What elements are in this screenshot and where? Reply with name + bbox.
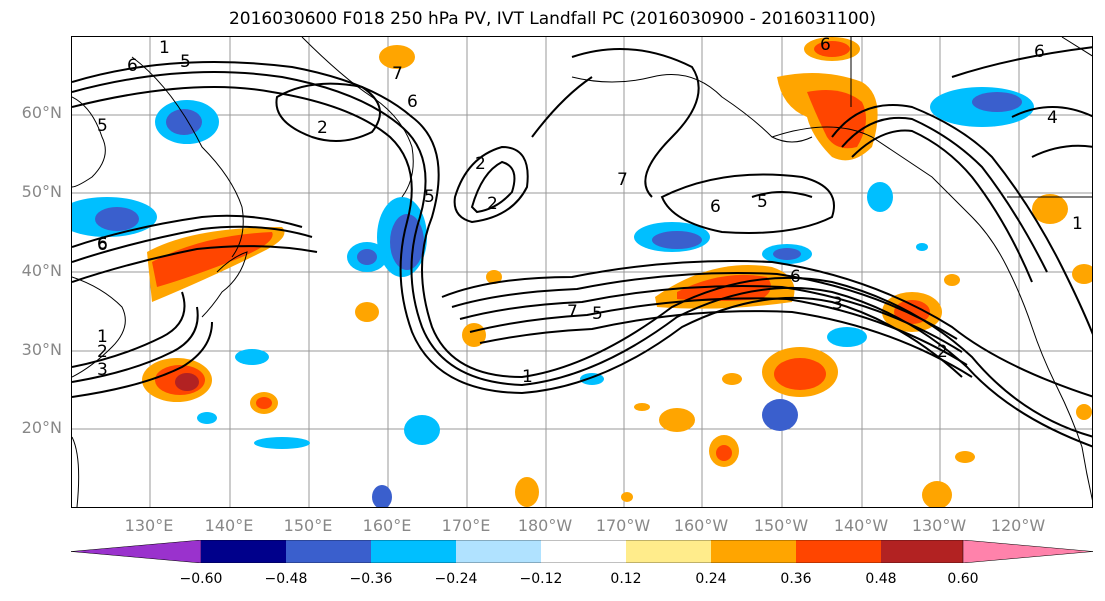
contour-label: 2 bbox=[475, 154, 486, 174]
lon-label: 140°E bbox=[204, 516, 254, 535]
lon-label: 160°W bbox=[673, 516, 729, 535]
contour-label: 6 bbox=[790, 267, 801, 287]
contour-label: 5 bbox=[592, 304, 603, 324]
colorbar-tick: 0.48 bbox=[865, 571, 897, 587]
colorbar-tick: 0.24 bbox=[695, 571, 727, 587]
lon-label: 170°W bbox=[595, 516, 651, 535]
colorbar-tick: −0.12 bbox=[519, 571, 563, 587]
lon-label: 170°E bbox=[441, 516, 491, 535]
contour-label: 5 bbox=[757, 192, 768, 212]
contour-label: 1 bbox=[159, 38, 170, 58]
contour-label: 1 bbox=[1072, 214, 1083, 234]
lat-label: 50°N bbox=[21, 182, 62, 201]
colorbar-tick: −0.36 bbox=[349, 571, 393, 587]
colorbar-tick: −0.24 bbox=[434, 571, 478, 587]
map-svg: 1 6 5 5 6 2 3 1 2 7 6 2 2 7 6 5 6 5 7 5 … bbox=[72, 37, 1092, 507]
colorbar-tick: 0.60 bbox=[947, 571, 979, 587]
pv-contours bbox=[72, 46, 1092, 448]
lon-label: 150°W bbox=[753, 516, 809, 535]
colorbar-tick: 0.12 bbox=[610, 571, 642, 587]
map-title: 2016030600 F018 250 hPa PV, IVT Landfall… bbox=[228, 9, 876, 29]
contour-label: 4 bbox=[1047, 108, 1058, 128]
contour-label: 2 bbox=[937, 342, 948, 362]
colorbar-tick: −0.48 bbox=[264, 571, 308, 587]
contour-label: 1 bbox=[97, 327, 108, 347]
lon-label: 180°W bbox=[517, 516, 573, 535]
colorbar-tick: −0.60 bbox=[179, 571, 223, 587]
contour-label: 6 bbox=[127, 56, 138, 76]
contour-label: 6 bbox=[97, 234, 108, 254]
lat-label: 40°N bbox=[21, 261, 62, 280]
contour-label: 7 bbox=[392, 64, 403, 84]
colorbar-tick: 0.36 bbox=[780, 571, 812, 587]
contour-label: 6 bbox=[710, 197, 721, 217]
contour-label: 2 bbox=[97, 342, 108, 362]
contour-label: 2 bbox=[317, 118, 328, 138]
contour-label: 1 bbox=[522, 367, 533, 387]
contour-label: 3 bbox=[832, 294, 843, 314]
contour-label: 5 bbox=[424, 187, 435, 207]
contour-label: 7 bbox=[567, 302, 578, 322]
lon-label: 160°E bbox=[362, 516, 412, 535]
colorbar bbox=[71, 540, 1093, 563]
contour-label: 6 bbox=[1034, 42, 1045, 62]
contour-labels: 1 6 5 5 6 2 3 1 2 7 6 2 2 7 6 5 6 5 7 5 … bbox=[97, 37, 1083, 387]
contour-label: 6 bbox=[820, 37, 831, 55]
lat-label: 30°N bbox=[21, 340, 62, 359]
contour-label: 6 bbox=[407, 92, 418, 112]
lat-label: 60°N bbox=[21, 103, 62, 122]
contour-label: 2 bbox=[487, 194, 498, 214]
map-panel: 1 6 5 5 6 2 3 1 2 7 6 2 2 7 6 5 6 5 7 5 … bbox=[71, 36, 1093, 508]
contour-label: 6 bbox=[97, 235, 108, 255]
lon-label: 140°W bbox=[833, 516, 889, 535]
contour-label: 5 bbox=[97, 116, 108, 136]
contour-label: 5 bbox=[180, 52, 191, 72]
lat-label: 20°N bbox=[21, 418, 62, 437]
lon-label: 150°E bbox=[283, 516, 333, 535]
lon-label: 120°W bbox=[990, 516, 1046, 535]
contour-label: 7 bbox=[617, 170, 628, 190]
lon-label: 130°E bbox=[124, 516, 174, 535]
contour-label: 3 bbox=[97, 360, 108, 380]
lon-label: 130°W bbox=[911, 516, 967, 535]
